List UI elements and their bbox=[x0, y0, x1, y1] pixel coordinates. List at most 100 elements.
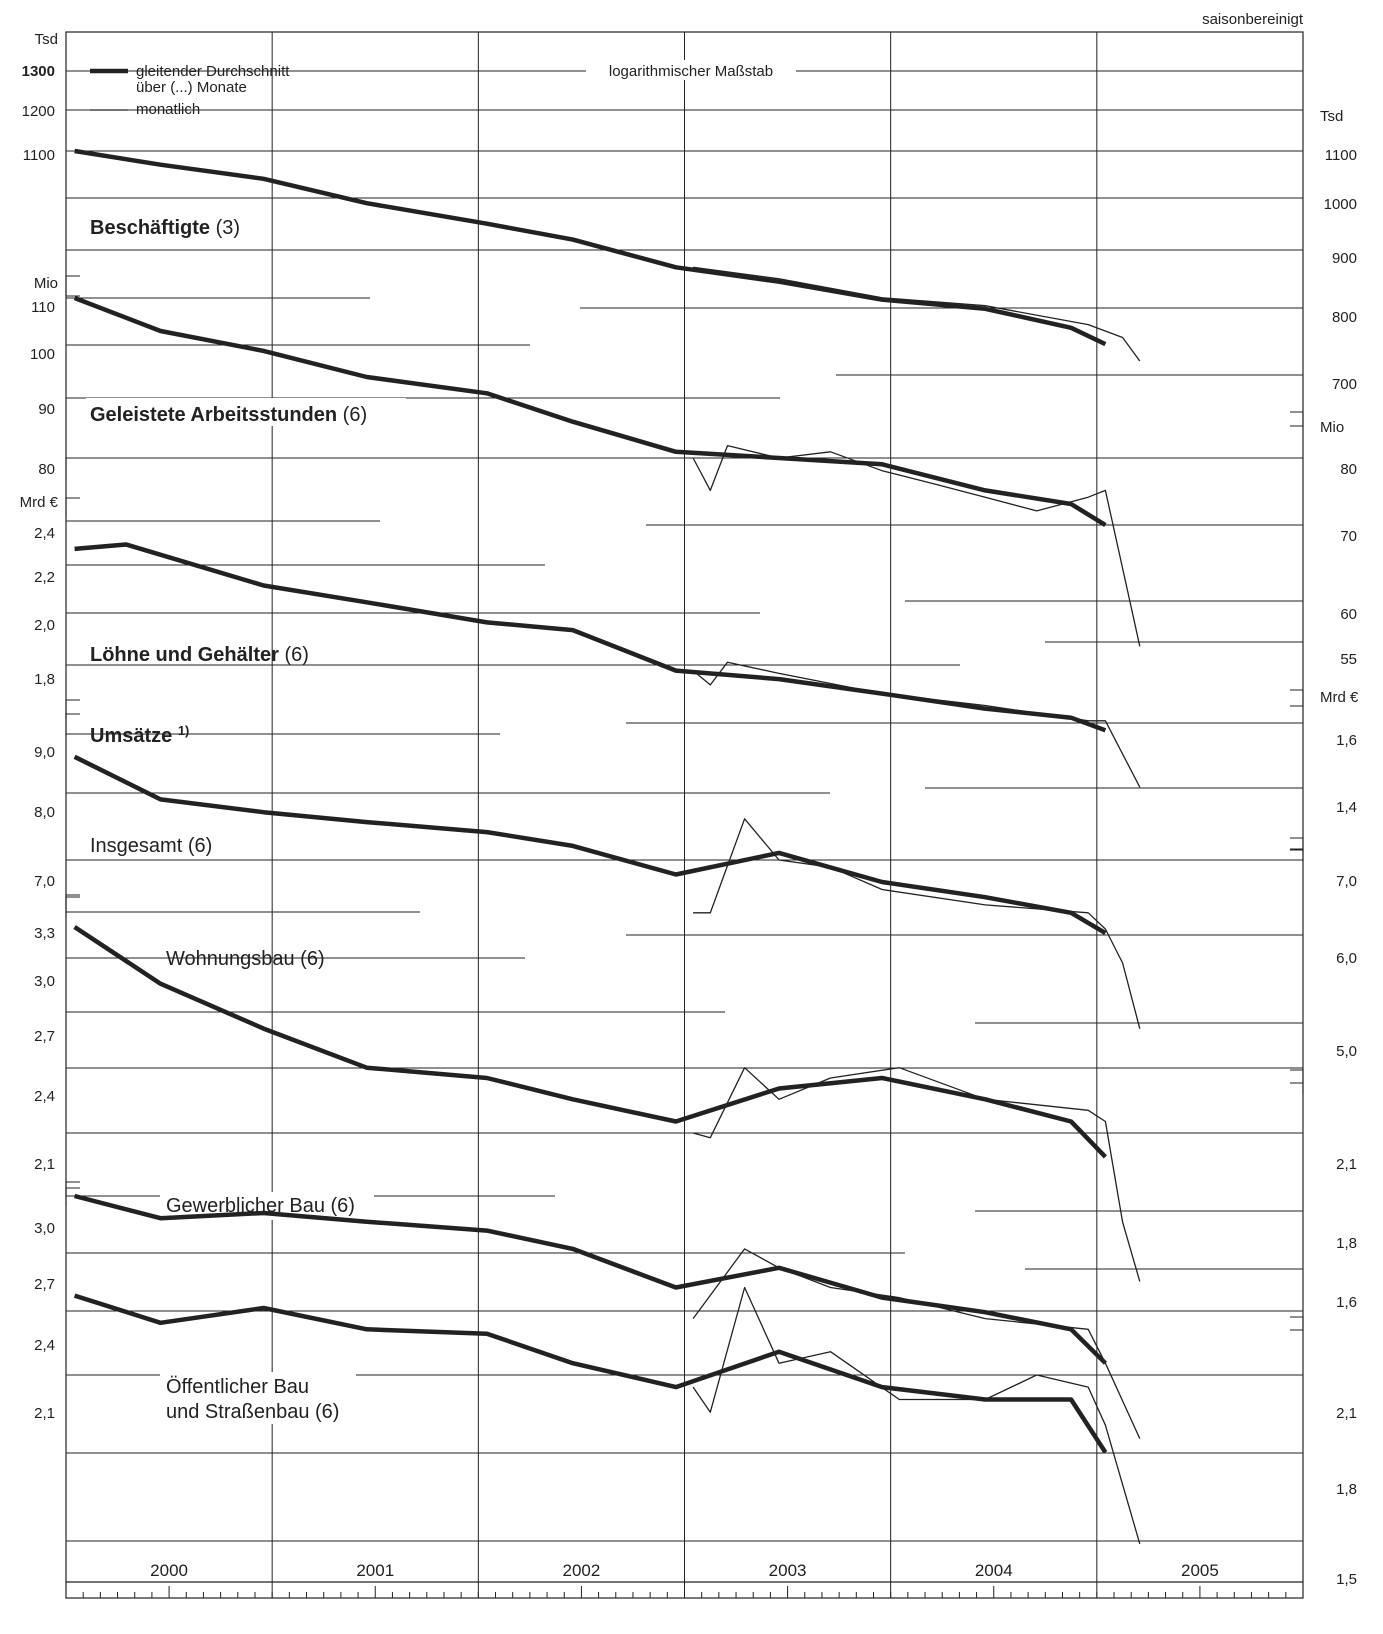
left-tick-labels: 1300 1200 1100 110 100 90 80 2,4 2,2 2,0… bbox=[22, 63, 55, 1422]
label-loehne: Löhne und Gehälter (6) bbox=[90, 644, 309, 666]
right-tick: 1000 bbox=[1324, 196, 1357, 213]
scale-brackets bbox=[65, 275, 1304, 1331]
monthly-line bbox=[692, 661, 1141, 788]
left-tick: 3,0 bbox=[34, 973, 55, 990]
right-tick: 6,0 bbox=[1336, 950, 1357, 967]
year-label: 2003 bbox=[769, 1561, 807, 1580]
left-tick: 2,1 bbox=[34, 1156, 55, 1173]
left-unit-tsd: Tsd bbox=[35, 31, 58, 48]
label-umsaetze-footnote: 1) bbox=[178, 723, 190, 738]
left-tick: 2,2 bbox=[34, 569, 55, 586]
year-gridlines bbox=[271, 32, 1098, 1598]
right-tick: 800 bbox=[1332, 309, 1357, 326]
left-unit-mrd: Mrd € bbox=[20, 494, 59, 511]
right-tick-labels: 1100 1000 900 800 700 80 70 60 55 1,6 1,… bbox=[1324, 147, 1357, 1588]
label-beschaeftigte: Beschäftigte (3) bbox=[90, 217, 240, 239]
moving-average-line bbox=[73, 925, 1108, 1159]
label-arbeitsstunden: Geleistete Arbeitsstunden (6) bbox=[90, 404, 367, 426]
left-tick: 90 bbox=[38, 401, 55, 418]
left-tick: 2,4 bbox=[34, 525, 55, 542]
right-unit-tsd: Tsd bbox=[1320, 108, 1343, 125]
label-insgesamt: Insgesamt (6) bbox=[90, 835, 212, 857]
left-tick: 1100 bbox=[23, 147, 55, 164]
right-tick: 5,0 bbox=[1336, 1043, 1357, 1060]
value-gridlines bbox=[66, 70, 1303, 1542]
right-unit-mrd: Mrd € bbox=[1320, 689, 1359, 706]
left-tick: 2,4 bbox=[34, 1088, 55, 1105]
left-tick: 1200 bbox=[22, 103, 55, 120]
moving-average-line bbox=[73, 1293, 1108, 1454]
label-oeffentlich-1: Öffentlicher Bau bbox=[166, 1376, 309, 1398]
left-tick: 2,7 bbox=[34, 1276, 55, 1293]
year-label: 2005 bbox=[1181, 1561, 1219, 1580]
left-tick: 2,1 bbox=[34, 1405, 55, 1422]
right-tick: 1,6 bbox=[1336, 1294, 1357, 1311]
legend-smoothed-months: über (...) Monate bbox=[136, 79, 247, 96]
legend-smoothed-label: gleitender Durchschnitt bbox=[136, 63, 290, 80]
label-loehne-months: (6) bbox=[284, 644, 308, 666]
left-tick: 2,7 bbox=[34, 1028, 55, 1045]
left-tick: 3,3 bbox=[34, 925, 55, 942]
label-gewerblich: Gewerblicher Bau (6) bbox=[166, 1195, 355, 1217]
label-arbeitsstunden-name: Geleistete Arbeitsstunden bbox=[90, 404, 337, 426]
month-ticks bbox=[82, 1586, 1287, 1598]
year-label: 2000 bbox=[150, 1561, 188, 1580]
right-tick: 900 bbox=[1332, 250, 1357, 267]
data-series bbox=[73, 148, 1141, 1545]
legend-monthly-label: monatlich bbox=[136, 101, 200, 118]
moving-average-line bbox=[74, 1193, 1107, 1365]
right-tick: 1,5 bbox=[1336, 1571, 1357, 1588]
left-tick: 80 bbox=[38, 461, 55, 478]
monthly-line bbox=[693, 818, 1141, 1029]
year-label: 2001 bbox=[356, 1561, 394, 1580]
right-tick: 2,1 bbox=[1336, 1156, 1357, 1173]
right-tick: 1,6 bbox=[1336, 732, 1357, 749]
seasonally-adjusted-note: saisonbereinigt bbox=[1202, 11, 1304, 28]
label-loehne-name: Löhne und Gehälter bbox=[90, 644, 279, 666]
label-bg bbox=[86, 398, 406, 426]
left-tick: 100 bbox=[30, 346, 55, 363]
right-tick: 55 bbox=[1340, 651, 1357, 668]
label-arbeitsstunden-months: (6) bbox=[343, 404, 367, 426]
right-tick: 700 bbox=[1332, 376, 1357, 393]
label-oeffentlich-2: und Straßenbau (6) bbox=[166, 1401, 339, 1423]
monthly-line bbox=[692, 1248, 1141, 1439]
left-tick: 1300 bbox=[22, 63, 55, 80]
right-tick: 7,0 bbox=[1336, 873, 1357, 890]
monthly-line bbox=[693, 266, 1141, 362]
right-unit-mio: Mio bbox=[1320, 419, 1344, 436]
left-tick: 7,0 bbox=[34, 873, 55, 890]
left-unit-mio: Mio bbox=[34, 275, 58, 292]
left-tick: 2,4 bbox=[34, 1337, 55, 1354]
left-tick: 8,0 bbox=[34, 804, 55, 821]
scale-note-bg bbox=[586, 60, 796, 80]
left-tick: 9,0 bbox=[34, 744, 55, 761]
log-scale-note: logarithmischer Maßstab bbox=[609, 63, 773, 80]
right-tick: 1,8 bbox=[1336, 1235, 1357, 1252]
label-wohnungsbau: Wohnungsbau (6) bbox=[166, 948, 325, 970]
label-beschaeftigte-months: (3) bbox=[216, 217, 240, 239]
label-beschaeftigte-name: Beschäftigte bbox=[90, 217, 210, 239]
monthly-line bbox=[692, 1286, 1141, 1545]
left-tick: 3,0 bbox=[34, 1220, 55, 1237]
moving-average-line bbox=[74, 542, 1107, 733]
label-umsaetze-name: Umsätze bbox=[90, 725, 172, 747]
right-tick: 80 bbox=[1340, 461, 1357, 478]
monthly-line bbox=[692, 444, 1141, 647]
moving-average-line bbox=[73, 295, 1107, 528]
right-tick: 1,4 bbox=[1336, 799, 1357, 816]
year-label: 2002 bbox=[563, 1561, 601, 1580]
right-tick: 1,8 bbox=[1336, 1481, 1357, 1498]
right-tick: 1100 bbox=[1325, 147, 1357, 164]
right-tick: 2,1 bbox=[1336, 1405, 1357, 1422]
left-tick: 2,0 bbox=[34, 617, 55, 634]
label-umsaetze: Umsätze 1) bbox=[90, 723, 189, 747]
label-bg bbox=[160, 1372, 356, 1424]
left-tick: 1,8 bbox=[34, 671, 55, 688]
right-tick: 60 bbox=[1340, 606, 1357, 623]
year-labels: 2000 2001 2002 2003 2004 2005 bbox=[150, 1561, 1219, 1580]
left-tick: 110 bbox=[31, 299, 55, 316]
right-tick: 70 bbox=[1340, 528, 1357, 545]
moving-average-line bbox=[74, 148, 1107, 347]
